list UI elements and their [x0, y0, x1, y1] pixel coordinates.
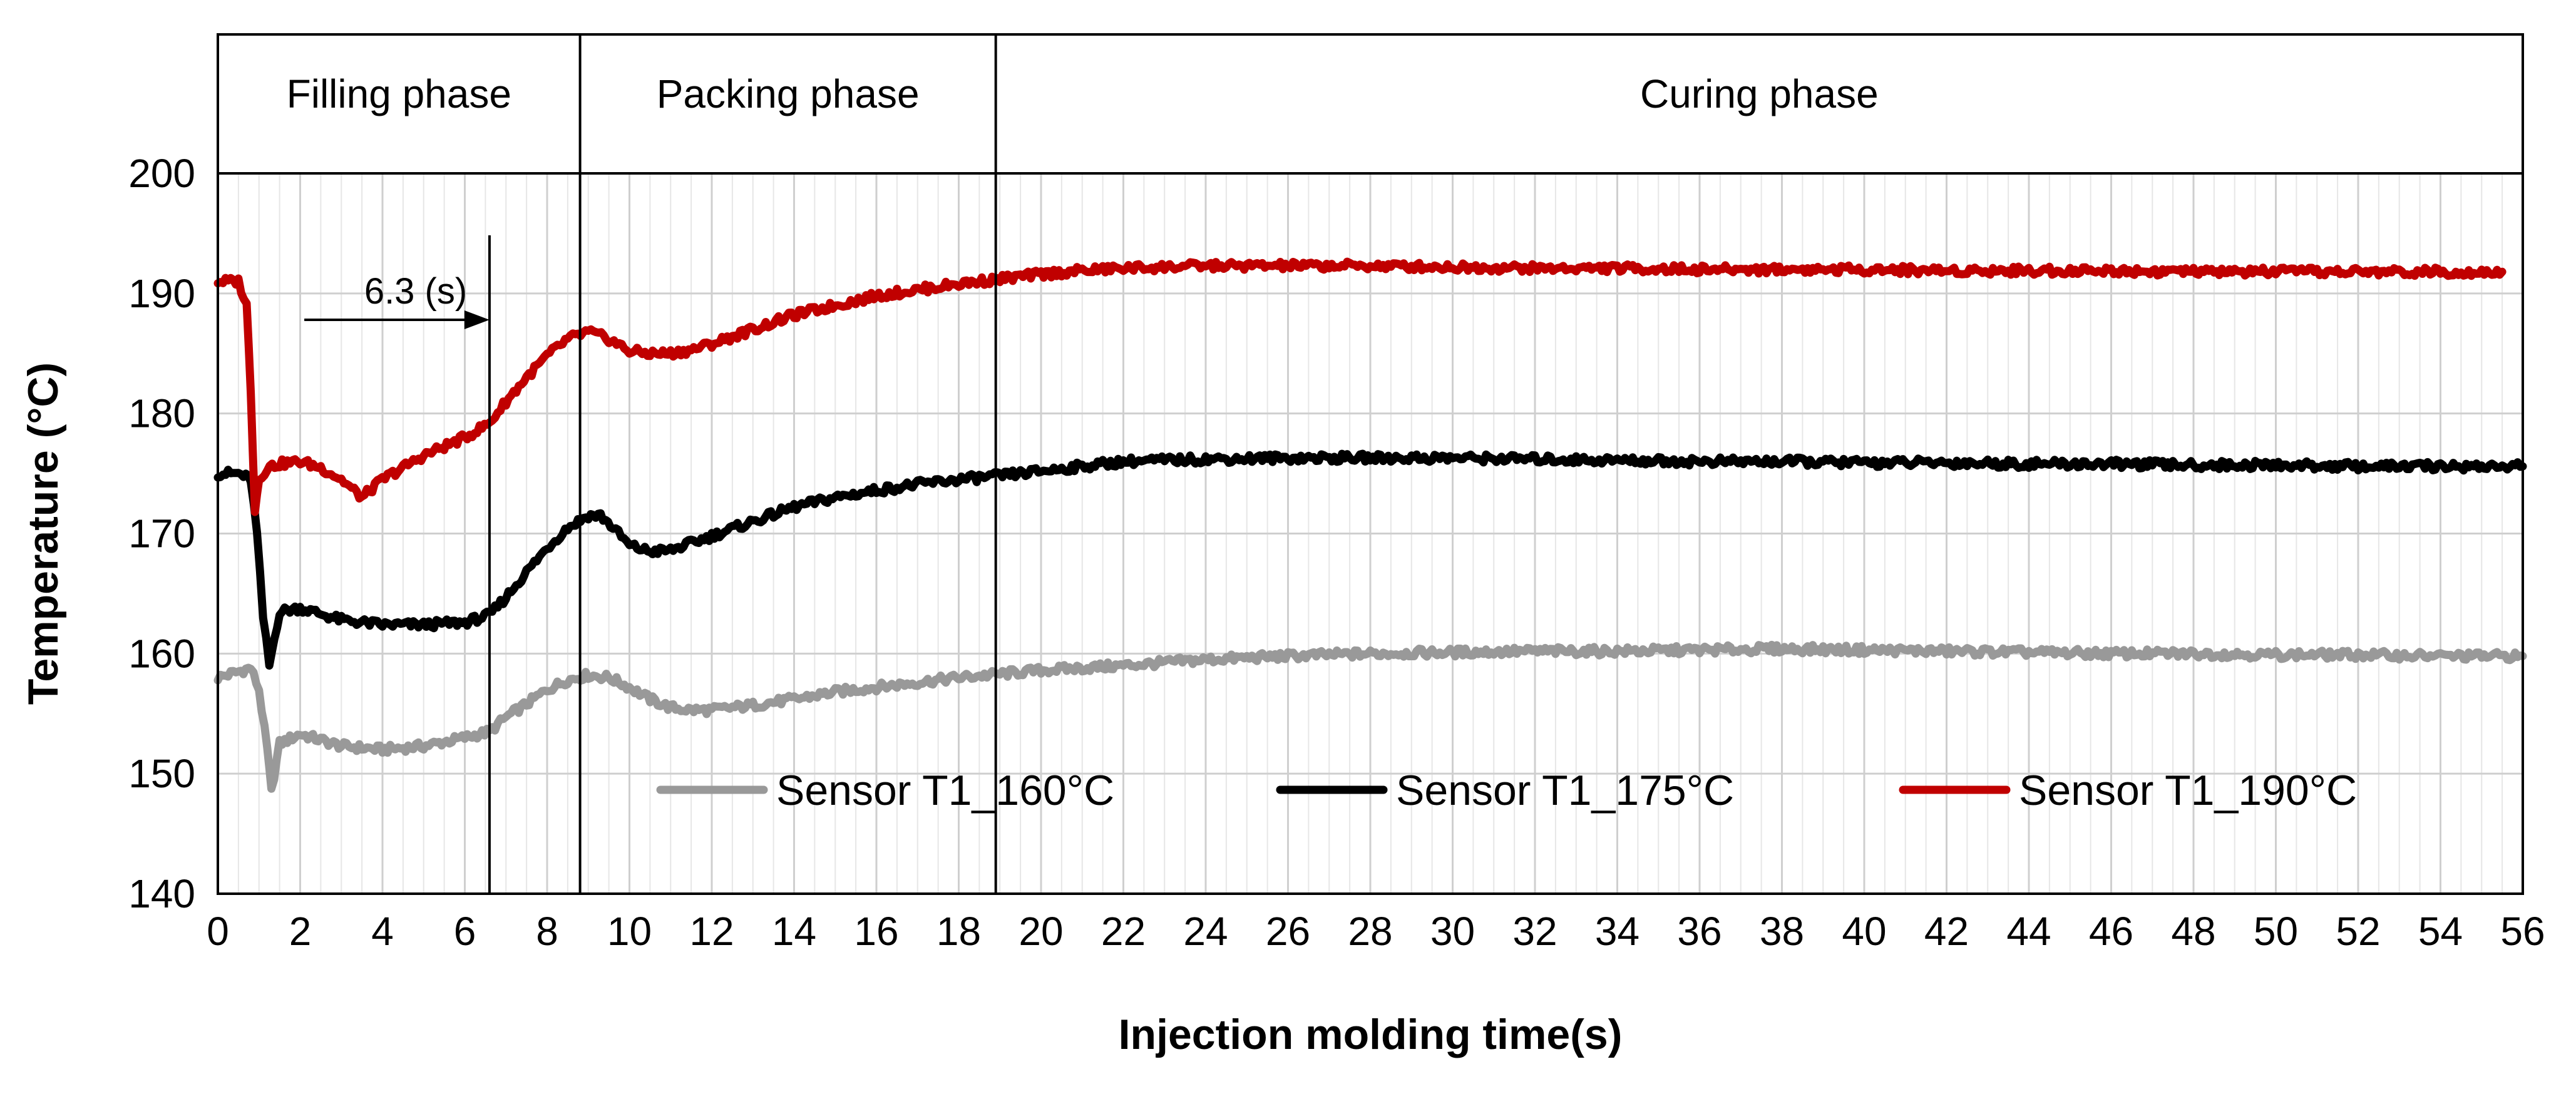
x-tick-label: 52	[2336, 909, 2380, 954]
legend-label: Sensor T1_190°C	[2019, 767, 2357, 814]
x-axis-title: Injection molding time(s)	[1119, 1011, 1623, 1058]
x-tick-label: 22	[1101, 909, 1146, 954]
annotation-label: 6.3 (s)	[364, 271, 467, 312]
x-tick-label: 38	[1760, 909, 1804, 954]
phase-label: Packing phase	[657, 71, 920, 116]
series-line	[213, 449, 2527, 670]
x-tick-label: 34	[1595, 909, 1640, 954]
y-tick-label: 200	[128, 151, 195, 196]
x-tick-label: 44	[2006, 909, 2051, 954]
phase-label: Filling phase	[287, 71, 511, 116]
x-tick-label: 46	[2089, 909, 2133, 954]
x-tick-label: 26	[1266, 909, 1310, 954]
x-tick-label: 40	[1842, 909, 1886, 954]
y-tick-label: 160	[128, 631, 195, 676]
legend: Sensor T1_160°C Sensor T1_175°C Sensor T1_…	[656, 767, 2357, 814]
y-tick-label: 170	[128, 511, 195, 556]
y-tick-label: 180	[128, 391, 195, 436]
x-tick-label: 54	[2418, 909, 2463, 954]
plot-frame	[217, 33, 2524, 895]
annotation-layer: 6.3 (s)	[304, 235, 491, 894]
x-tick-label: 14	[772, 909, 816, 954]
x-tick-label: 16	[854, 909, 898, 954]
x-tick-label: 8	[536, 909, 558, 954]
x-tick-label: 48	[2171, 909, 2215, 954]
x-tick-label: 10	[607, 909, 652, 954]
x-tick-label: 28	[1348, 909, 1392, 954]
series-layer	[213, 257, 2527, 793]
y-axis-title: Temperature (°C)	[19, 362, 67, 705]
phase-label: Curing phase	[1640, 71, 1879, 116]
y-tick-label: 150	[128, 751, 195, 796]
x-tick-label: 20	[1019, 909, 1063, 954]
x-tick-label: 50	[2254, 909, 2298, 954]
x-tick-label: 12	[689, 909, 734, 954]
x-tick-label: 24	[1183, 909, 1228, 954]
series-line	[213, 257, 2507, 516]
y-tick-label: 140	[128, 871, 195, 916]
y-tick-label: 190	[128, 271, 195, 316]
legend-label: Sensor T1_175°C	[1396, 767, 1734, 814]
x-tick-label: 2	[289, 909, 312, 954]
axes-layer: 0 2 4 6 8 10 12 14 16 18 20 22 24 26 28 30 32 34 36 38 40 42 4…	[128, 33, 2545, 954]
x-tick-label: 6	[454, 909, 476, 954]
legend-label: Sensor T1_160°C	[776, 767, 1114, 814]
x-tick-label: 32	[1512, 909, 1557, 954]
annotation-arrow-head	[464, 310, 490, 330]
x-tick-label: 30	[1430, 909, 1475, 954]
x-tick-label: 42	[1924, 909, 1969, 954]
x-tick-label: 18	[936, 909, 981, 954]
x-tick-label: 36	[1677, 909, 1722, 954]
series-line	[213, 640, 2527, 793]
x-tick-label: 0	[207, 909, 229, 954]
x-tick-label: 4	[371, 909, 394, 954]
phase-layer: Filling phase Packing phase Curing phase	[287, 34, 1879, 894]
x-tick-label: 56	[2500, 909, 2545, 954]
